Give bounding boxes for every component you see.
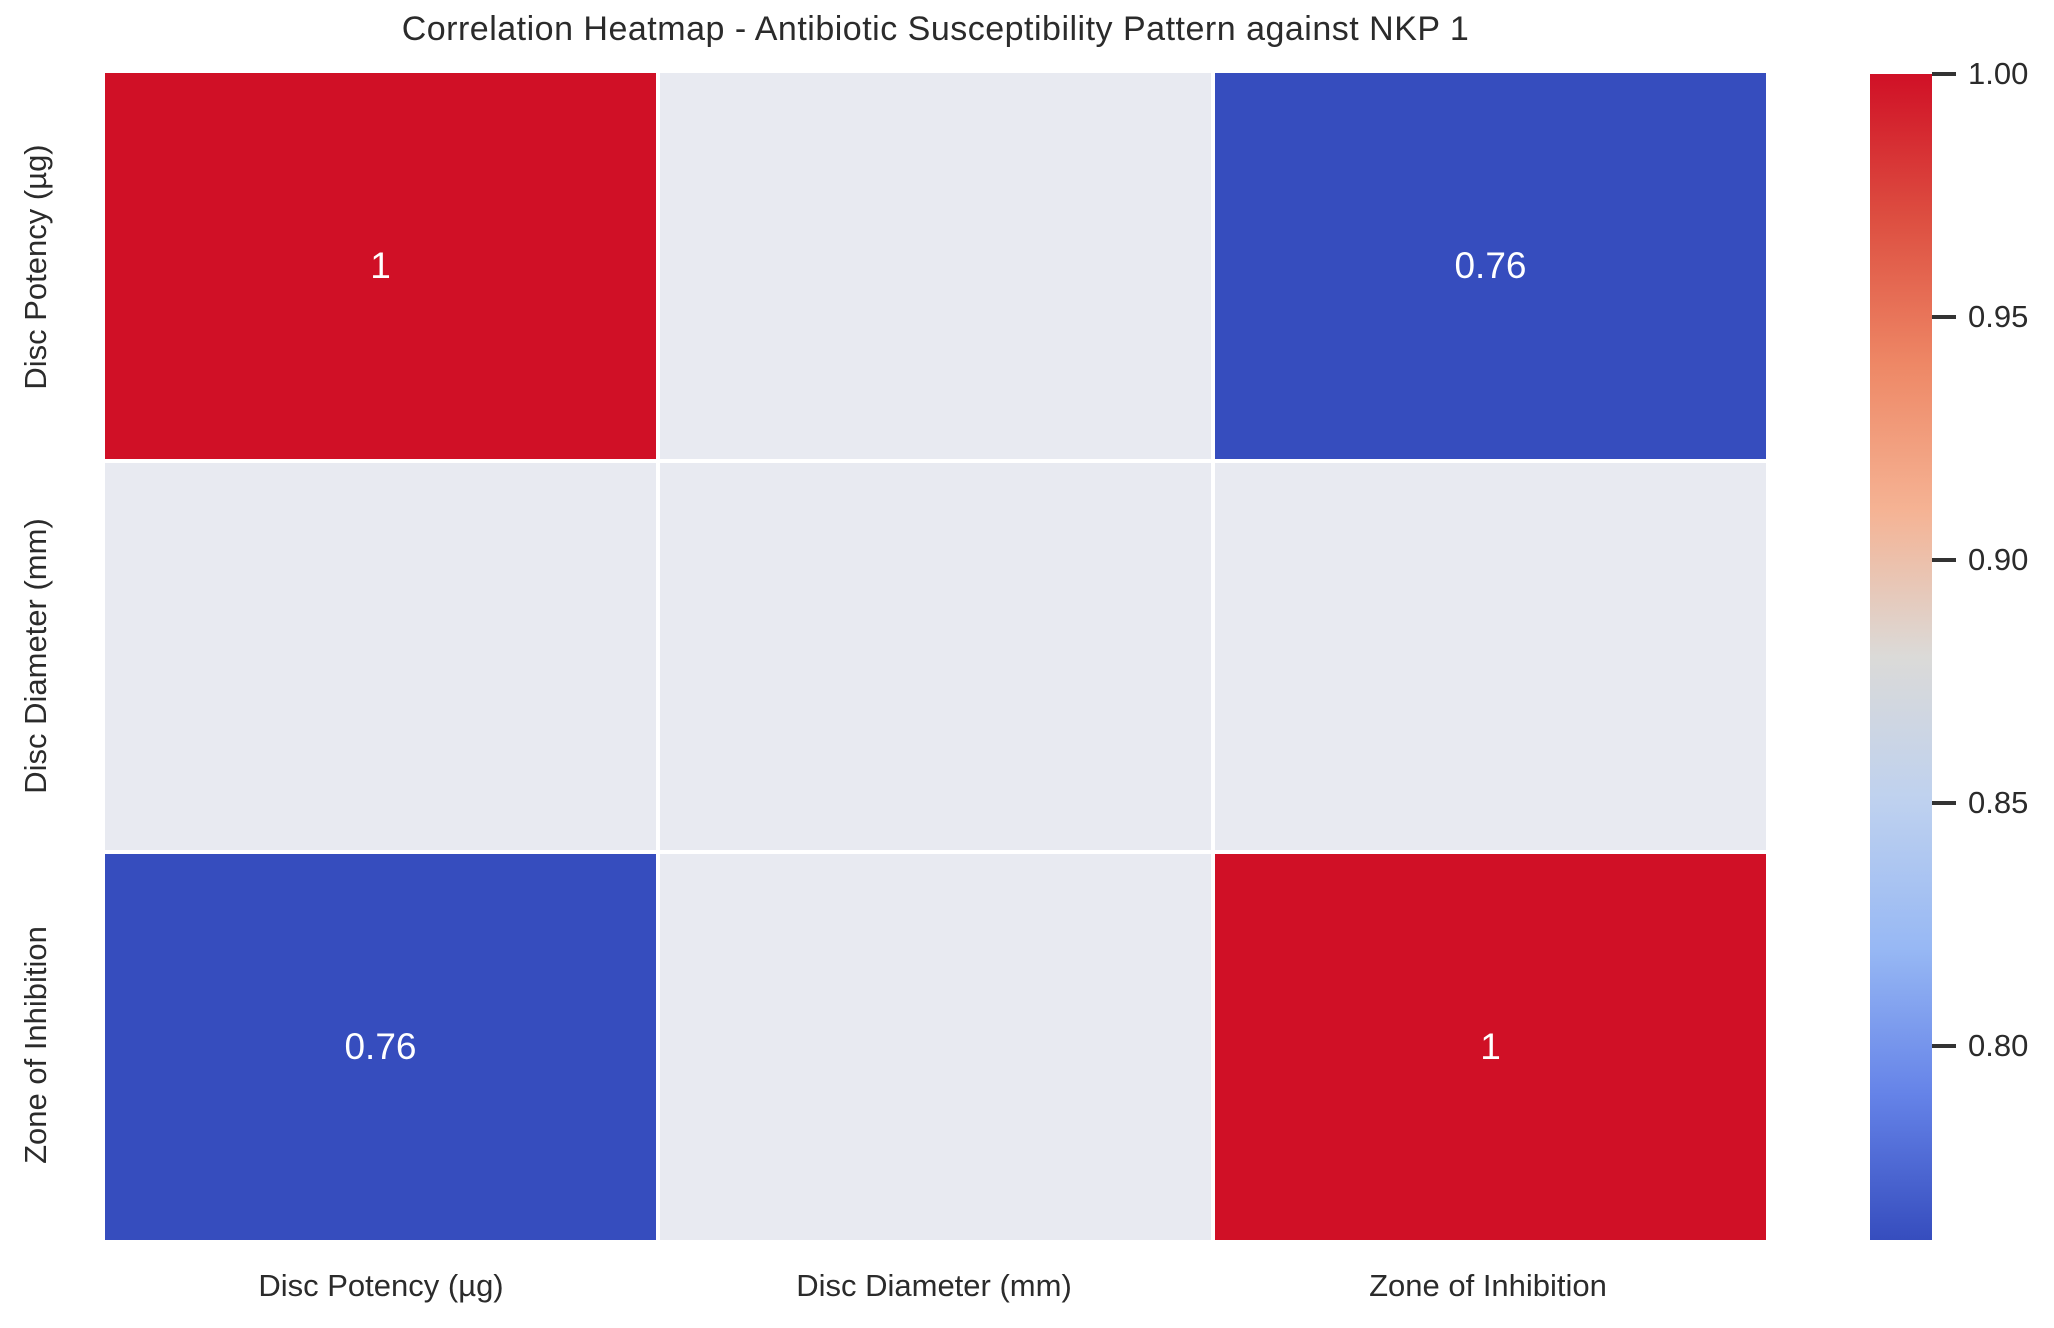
heatmap-cell-r1c1 xyxy=(660,463,1211,850)
colorbar-tick-mark xyxy=(1932,1043,1956,1048)
cell-value: 0.76 xyxy=(344,1025,417,1067)
x-axis-label-zone-of-inhibition: Zone of Inhibition xyxy=(1369,1268,1607,1303)
heatmap-cell-r0c1 xyxy=(660,73,1211,460)
heatmap-grid: 1 0.76 0.76 1 xyxy=(105,73,1766,1240)
heatmap-cell-r1c2 xyxy=(1215,463,1766,850)
heatmap-cell-r2c1 xyxy=(660,853,1211,1240)
y-axis-label-disc-diameter: Disc Diameter (mm) xyxy=(18,518,53,794)
colorbar-tick-label: 0.90 xyxy=(1968,541,2029,577)
heatmap-cell-r0c0: 1 xyxy=(105,73,656,460)
cell-value: 0.76 xyxy=(1454,245,1527,287)
y-axis-label-disc-potency: Disc Potency (µg) xyxy=(18,144,53,390)
colorbar-tick-mark xyxy=(1932,800,1956,805)
colorbar-tick-label: 0.95 xyxy=(1968,298,2029,334)
colorbar-tick-label: 1.00 xyxy=(1968,56,2029,91)
colorbar-tick-mark xyxy=(1932,72,1956,76)
colorbar: 1.00 0.95 0.90 0.85 0.80 xyxy=(1870,56,2028,1240)
heatmap-cell-r2c2: 1 xyxy=(1215,853,1766,1240)
colorbar-tick-label: 0.80 xyxy=(1968,1027,2029,1063)
cell-value: 1 xyxy=(1480,1025,1501,1067)
colorbar-tick-label: 0.85 xyxy=(1968,784,2029,820)
heatmap-cell-r0c2: 0.76 xyxy=(1215,73,1766,460)
colorbar-gradient xyxy=(1870,74,1932,1240)
y-axis-label-zone-of-inhibition: Zone of Inhibition xyxy=(18,926,53,1164)
heatmap-cell-r2c0: 0.76 xyxy=(105,853,656,1240)
x-axis-label-disc-potency: Disc Potency (µg) xyxy=(258,1268,504,1303)
colorbar-tick-mark xyxy=(1932,314,1956,319)
x-axis-label-disc-diameter: Disc Diameter (mm) xyxy=(796,1268,1072,1303)
heatmap-cell-r1c0 xyxy=(105,463,656,850)
colorbar-tick-mark xyxy=(1932,557,1956,562)
cell-value: 1 xyxy=(370,245,391,287)
chart-title: Correlation Heatmap - Antibiotic Suscept… xyxy=(401,10,1470,48)
